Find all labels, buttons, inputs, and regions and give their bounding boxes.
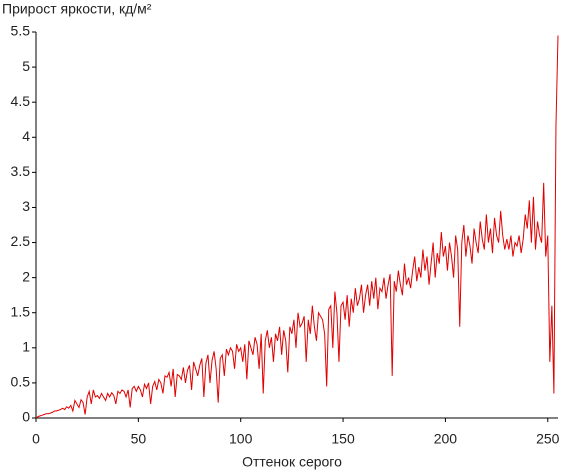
y-tick-label: 0.5 (11, 374, 31, 390)
x-tick-label: 100 (229, 431, 253, 447)
data-line (35, 35, 559, 419)
y-tick-label: 1 (22, 339, 30, 355)
x-tick-label: 150 (331, 431, 355, 447)
chart-title: Прирост яркости, кд/м² (2, 1, 152, 17)
y-tick-label: 4.5 (11, 93, 31, 109)
x-tick-label: 200 (434, 431, 458, 447)
y-tick-label: 0 (22, 409, 30, 425)
y-tick-label: 5.5 (11, 23, 31, 39)
x-tick-label: 250 (536, 431, 560, 447)
x-tick-label: 50 (131, 431, 147, 447)
y-tick-label: 5 (22, 58, 30, 74)
y-tick-label: 3.5 (11, 163, 31, 179)
y-tick-label: 3 (22, 198, 30, 214)
y-tick-label: 2 (22, 268, 30, 284)
y-tick-label: 1.5 (11, 303, 31, 319)
x-tick-label: 0 (32, 431, 40, 447)
x-axis-label: Оттенок серого (242, 454, 342, 470)
y-tick-label: 2.5 (11, 233, 31, 249)
y-tick-label: 4 (22, 128, 30, 144)
